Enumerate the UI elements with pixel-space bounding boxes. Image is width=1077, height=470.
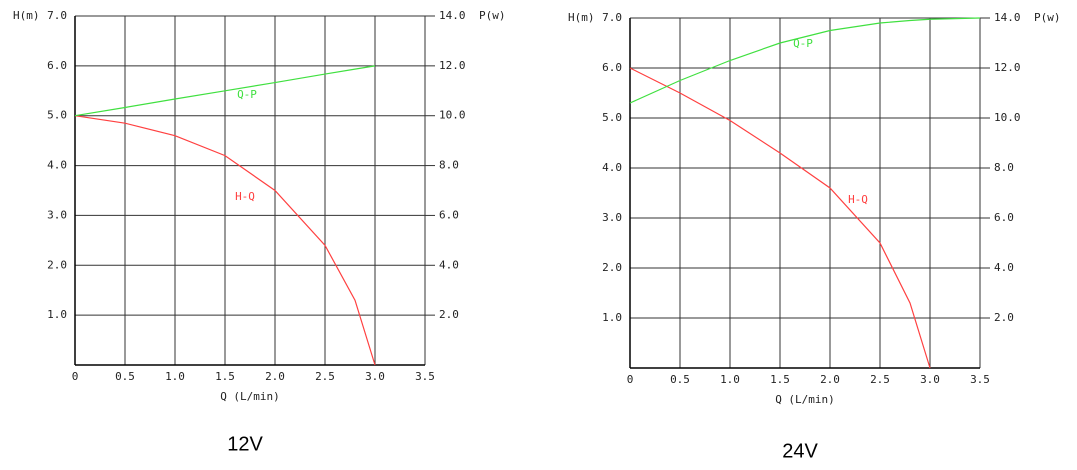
y2-tick-label: 6.0 [994,211,1014,224]
x-tick-label: 1.0 [720,373,740,386]
y2-tick-label: 4.0 [439,258,459,271]
y-tick-label: 7.0 [602,11,622,24]
x-tick-label: 3.0 [365,370,385,383]
caption: 24V [782,440,818,462]
caption: 12V [227,433,263,455]
series-line [629,67,931,369]
x-tick-label: 1.5 [215,370,235,383]
x-tick-label: 0.5 [670,373,690,386]
y-tick-label: 6.0 [602,61,622,74]
x-tick-label: 2.5 [315,370,335,383]
y-tick-label: 3.0 [47,208,67,221]
x-tick-label: 1.5 [770,373,790,386]
x-axis-label: Q (L/min) [220,390,280,403]
y2-tick-label: 12.0 [439,59,466,72]
x-tick-label: 3.5 [415,370,435,383]
y-axis-label: H(m) [13,9,40,22]
x-tick-label: 0 [627,373,634,386]
y2-tick-label: 14.0 [439,9,466,22]
x-tick-label: 3.0 [920,373,940,386]
y-tick-label: 1.0 [47,308,67,321]
y-tick-label: 1.0 [602,311,622,324]
y2-tick-label: 10.0 [994,111,1021,124]
x-tick-label: 2.0 [265,370,285,383]
y2-tick-label: 8.0 [439,159,459,172]
x-tick-label: 2.0 [820,373,840,386]
y2-tick-label: 6.0 [439,208,459,221]
y-tick-label: 3.0 [602,211,622,224]
series-label: H-Q [848,193,868,206]
series-line [629,17,981,104]
y-tick-label: 2.0 [602,261,622,274]
series-label: H-Q [235,190,255,203]
y-tick-label: 4.0 [602,161,622,174]
y2-tick-label: 14.0 [994,11,1021,24]
y-tick-label: 5.0 [602,111,622,124]
y-axis-label: H(m) [568,11,595,24]
y2-axis-label: P(w) [479,9,506,22]
y-tick-label: 7.0 [47,9,67,22]
y-tick-label: 4.0 [47,159,67,172]
series-line [74,65,376,117]
y2-tick-label: 4.0 [994,261,1014,274]
y2-tick-label: 12.0 [994,61,1021,74]
y2-tick-label: 10.0 [439,109,466,122]
series-label: Q-P [793,37,813,50]
x-tick-label: 3.5 [970,373,990,386]
y-tick-label: 2.0 [47,258,67,271]
y-tick-label: 5.0 [47,109,67,122]
series-label: Q-P [237,88,257,101]
y-tick-label: 6.0 [47,59,67,72]
series-line [74,115,376,366]
x-axis-label: Q (L/min) [775,393,835,406]
x-tick-label: 0.5 [115,370,135,383]
x-tick-label: 2.5 [870,373,890,386]
y2-tick-label: 2.0 [994,311,1014,324]
y2-tick-label: 2.0 [439,308,459,321]
x-tick-label: 0 [72,370,79,383]
y2-axis-label: P(w) [1034,11,1061,24]
y2-tick-label: 8.0 [994,161,1014,174]
x-tick-label: 1.0 [165,370,185,383]
